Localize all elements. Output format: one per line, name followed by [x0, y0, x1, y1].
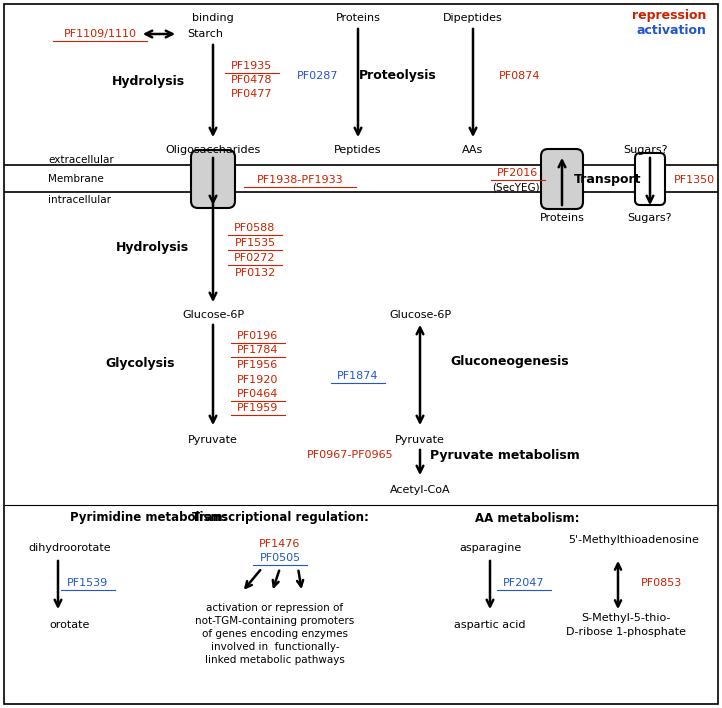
Text: PF1784: PF1784 — [238, 345, 279, 355]
Text: Glycolysis: Glycolysis — [105, 357, 175, 370]
Text: Dipeptides: Dipeptides — [443, 13, 503, 23]
Text: Sugars?: Sugars? — [627, 213, 672, 223]
Text: Gluconeogenesis: Gluconeogenesis — [451, 355, 570, 368]
FancyBboxPatch shape — [541, 149, 583, 209]
Text: 5'-Methylthioadenosine: 5'-Methylthioadenosine — [568, 535, 700, 545]
Text: PF1535: PF1535 — [235, 238, 276, 248]
Text: AA metabolism:: AA metabolism: — [475, 511, 580, 525]
Text: PF1920: PF1920 — [238, 375, 279, 385]
Text: PF1956: PF1956 — [238, 360, 279, 370]
Text: PF2047: PF2047 — [503, 578, 545, 588]
Text: PF1874: PF1874 — [337, 371, 379, 381]
Text: (SecYEG): (SecYEG) — [492, 182, 540, 192]
Text: PF0967-PF0965: PF0967-PF0965 — [307, 450, 393, 460]
Text: PF1959: PF1959 — [238, 403, 279, 413]
Text: involved in  functionally-: involved in functionally- — [211, 642, 339, 652]
Text: asparagine: asparagine — [459, 543, 521, 553]
Text: Hydrolysis: Hydrolysis — [116, 241, 188, 254]
Text: Pyrimidine metabolism:: Pyrimidine metabolism: — [70, 511, 227, 525]
Text: Proteins: Proteins — [336, 13, 380, 23]
Text: PF1938-PF1933: PF1938-PF1933 — [257, 175, 344, 185]
Text: PF0477: PF0477 — [231, 89, 273, 99]
Text: Pyruvate: Pyruvate — [188, 435, 238, 445]
Text: PF1109/1110: PF1109/1110 — [64, 29, 136, 39]
Text: orotate: orotate — [50, 620, 90, 630]
Text: activation: activation — [636, 23, 706, 37]
Text: PF1476: PF1476 — [259, 539, 300, 549]
FancyBboxPatch shape — [191, 150, 235, 208]
Text: PF1539: PF1539 — [67, 578, 108, 588]
Text: Membrane: Membrane — [48, 174, 104, 184]
Text: Sugars?: Sugars? — [623, 145, 667, 155]
Text: Peptides: Peptides — [334, 145, 382, 155]
Text: Transport: Transport — [574, 173, 642, 186]
Text: PF1350: PF1350 — [674, 175, 715, 185]
Text: PF0505: PF0505 — [259, 553, 300, 563]
Text: AAs: AAs — [462, 145, 484, 155]
Text: extracellular: extracellular — [48, 155, 114, 165]
Text: PF0588: PF0588 — [235, 223, 276, 233]
Text: PF0272: PF0272 — [234, 253, 276, 263]
Text: Proteins: Proteins — [539, 213, 584, 223]
Text: PF0196: PF0196 — [238, 331, 279, 341]
Text: not-TGM-containing promoters: not-TGM-containing promoters — [196, 616, 355, 626]
Text: aspartic acid: aspartic acid — [454, 620, 526, 630]
Text: PF2016: PF2016 — [497, 168, 539, 178]
Text: Transcriptional regulation:: Transcriptional regulation: — [191, 511, 368, 525]
Text: S-Methyl-5-thio-: S-Methyl-5-thio- — [581, 613, 671, 623]
Text: activation or repression of: activation or repression of — [206, 603, 344, 613]
FancyBboxPatch shape — [635, 153, 665, 205]
Text: Acetyl-CoA: Acetyl-CoA — [390, 485, 451, 495]
Text: Hydrolysis: Hydrolysis — [111, 76, 185, 88]
Text: PF0874: PF0874 — [499, 71, 541, 81]
Text: PF0464: PF0464 — [238, 389, 279, 399]
Text: intracellular: intracellular — [48, 195, 111, 205]
Text: D-ribose 1-phosphate: D-ribose 1-phosphate — [566, 627, 686, 637]
Text: Glucose-6P: Glucose-6P — [182, 310, 244, 320]
Text: linked metabolic pathways: linked metabolic pathways — [205, 655, 345, 665]
Text: PF0132: PF0132 — [235, 268, 276, 278]
Text: PF1935: PF1935 — [231, 61, 273, 71]
Text: of genes encoding enzymes: of genes encoding enzymes — [202, 629, 348, 639]
Text: binding: binding — [192, 13, 234, 23]
Text: dihydroorotate: dihydroorotate — [29, 543, 111, 553]
Text: PF0287: PF0287 — [297, 71, 339, 81]
Text: PF0478: PF0478 — [231, 75, 273, 85]
Text: Glucose-6P: Glucose-6P — [389, 310, 451, 320]
Text: Oligosaccharides: Oligosaccharides — [165, 145, 261, 155]
Text: Starch: Starch — [187, 29, 223, 39]
Text: Proteolysis: Proteolysis — [359, 69, 437, 83]
Text: repression: repression — [632, 9, 706, 23]
Text: Pyruvate: Pyruvate — [395, 435, 445, 445]
Text: Pyruvate metabolism: Pyruvate metabolism — [430, 448, 580, 462]
Text: PF0853: PF0853 — [641, 578, 682, 588]
